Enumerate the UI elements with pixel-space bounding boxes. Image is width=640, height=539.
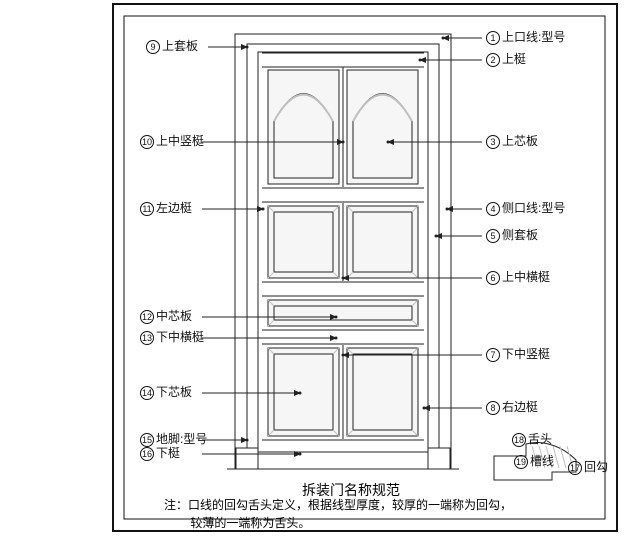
diagram-root: 9上套板 10上中竖梃 11左边梃 12中芯板 13下中横梃 14下芯板 15地脚:型号16…: [0, 0, 640, 539]
footnote: 注：口线的回勾舌头定义，根据线型厚度，较厚的一端称为回勾，较薄的一端称为舌头。: [164, 496, 512, 532]
callout-14: 14下芯板: [140, 386, 192, 400]
callout-3: 3上芯板: [486, 135, 538, 149]
callout-2: 2上梃: [486, 53, 526, 67]
callout-17: 17回勾: [568, 461, 608, 475]
callout-15: 15地脚:型号: [140, 433, 207, 447]
callout-18: 18舌头: [512, 433, 552, 447]
callout-6: 6上中横梃: [486, 271, 550, 285]
callout-4: 4侧口线:型号: [486, 202, 565, 216]
callout-9: 9上套板: [146, 40, 198, 54]
callout-5: 5侧套板: [486, 229, 538, 243]
callout-12: 12中芯板: [140, 310, 192, 324]
callout-19: 19槽线: [514, 455, 554, 469]
callout-16: 16下梃: [140, 447, 180, 461]
callout-1: 1上口线:型号: [486, 31, 565, 45]
callout-13: 13下中横梃: [140, 331, 204, 345]
callout-10: 10上中竖梃: [140, 135, 204, 149]
callout-7: 7下中竖梃: [486, 348, 550, 362]
callout-8: 8右边梃: [486, 401, 538, 415]
callout-11: 11左边梃: [140, 202, 192, 216]
